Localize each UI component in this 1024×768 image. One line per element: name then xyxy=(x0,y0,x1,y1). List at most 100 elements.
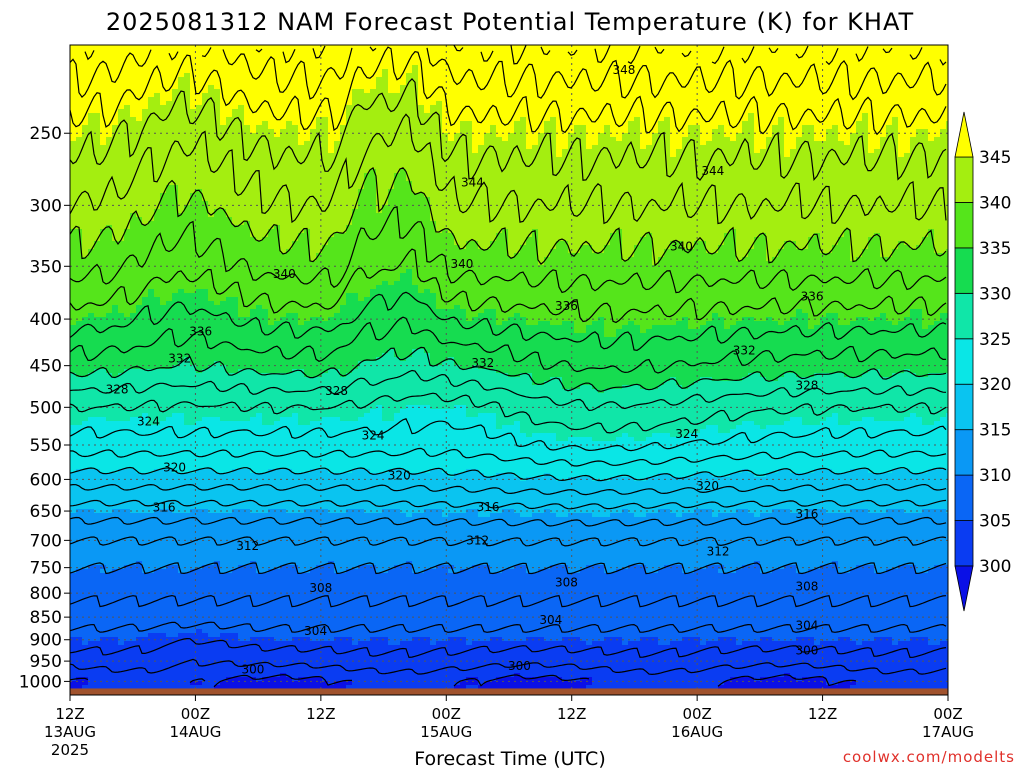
isentrope-346 xyxy=(69,46,947,136)
field-cell xyxy=(316,45,323,118)
field-cell xyxy=(904,369,911,418)
field-cell xyxy=(862,417,869,470)
field-cell xyxy=(178,633,185,695)
field-cell xyxy=(262,45,269,122)
field-cell xyxy=(340,233,347,306)
isentrope-318 xyxy=(69,483,947,496)
field-cell xyxy=(400,469,407,514)
field-cell xyxy=(766,573,773,638)
field-cell xyxy=(82,317,89,378)
field-cell xyxy=(232,677,239,695)
field-cell xyxy=(532,385,539,434)
field-cell xyxy=(742,469,749,510)
field-cell xyxy=(292,637,299,682)
field-cell xyxy=(226,421,233,474)
isentrope-330 xyxy=(69,346,947,392)
field-cell xyxy=(460,45,467,122)
field-cell xyxy=(376,213,383,286)
field-cell xyxy=(820,641,827,678)
field-cell xyxy=(382,473,389,510)
field-cell xyxy=(274,569,281,642)
field-cell xyxy=(76,469,83,510)
field-cell xyxy=(346,45,353,106)
field-cell xyxy=(304,473,311,510)
field-cell xyxy=(856,121,863,258)
field-cell xyxy=(688,125,695,250)
field-cell xyxy=(370,409,377,474)
field-cell xyxy=(538,569,545,638)
field-cell xyxy=(766,677,773,695)
field-cell xyxy=(262,473,269,514)
isentrope-312 xyxy=(69,536,947,547)
field-cell xyxy=(226,217,233,298)
field-cell xyxy=(394,173,401,282)
field-cell xyxy=(544,473,551,510)
field-cell xyxy=(94,317,101,370)
field-cell xyxy=(754,477,761,518)
field-cell xyxy=(124,565,131,642)
field-cell xyxy=(298,473,305,514)
field-cell xyxy=(766,137,773,262)
field-cell xyxy=(214,473,221,514)
field-cell xyxy=(664,325,671,382)
field-cell xyxy=(424,405,431,474)
field-cell xyxy=(274,641,281,678)
field-cell xyxy=(580,677,587,690)
field-cell xyxy=(778,45,785,118)
field-cell xyxy=(406,181,413,270)
field-cell xyxy=(508,425,515,474)
field-cell xyxy=(616,141,623,230)
field-cell xyxy=(658,385,665,434)
field-cell xyxy=(814,325,821,374)
field-cell xyxy=(148,513,155,574)
field-cell xyxy=(778,249,785,326)
field-cell xyxy=(628,121,635,258)
field-cell xyxy=(802,45,809,126)
x-tick-label: 17AUG xyxy=(922,723,974,741)
field-cell xyxy=(664,117,671,250)
field-cell xyxy=(922,425,929,474)
field-cell xyxy=(286,121,293,250)
field-cell xyxy=(298,513,305,574)
field-cell xyxy=(328,237,335,318)
field-cell xyxy=(820,677,827,695)
field-cell xyxy=(874,369,881,422)
field-cell xyxy=(832,45,839,126)
field-cell xyxy=(610,233,617,338)
isentrope-320 xyxy=(69,466,947,482)
field-cell xyxy=(622,477,629,510)
field-cell xyxy=(640,389,647,442)
field-cell xyxy=(850,681,857,686)
field-cell xyxy=(340,305,347,378)
field-cell xyxy=(796,377,803,418)
isentrope-350 xyxy=(84,44,947,66)
x-tick-label: 14AUG xyxy=(169,723,221,741)
field-cell xyxy=(676,149,683,242)
field-cell xyxy=(304,637,311,678)
field-cell xyxy=(862,641,869,695)
field-cell xyxy=(904,565,911,642)
field-cell xyxy=(82,509,89,570)
field-cell xyxy=(466,121,473,242)
contour-label-340: 340 xyxy=(273,267,296,281)
field-cell xyxy=(922,377,929,426)
field-cell xyxy=(238,421,245,470)
field-cell xyxy=(838,141,845,238)
field-cell xyxy=(808,45,815,126)
field-cell xyxy=(190,293,197,366)
field-cell xyxy=(652,637,659,695)
field-cell xyxy=(478,145,485,250)
contour-label-316: 316 xyxy=(477,500,500,514)
field-cell xyxy=(448,569,455,574)
field-cell xyxy=(118,109,125,242)
field-cell xyxy=(496,637,503,678)
field-cell xyxy=(844,325,851,378)
field-cell xyxy=(94,641,101,690)
field-cell xyxy=(424,45,431,114)
field-cell xyxy=(616,389,623,438)
field-cell xyxy=(160,633,167,695)
field-cell xyxy=(466,241,473,322)
field-cell xyxy=(322,373,329,418)
field-cell xyxy=(238,469,245,510)
field-cell xyxy=(784,45,791,158)
